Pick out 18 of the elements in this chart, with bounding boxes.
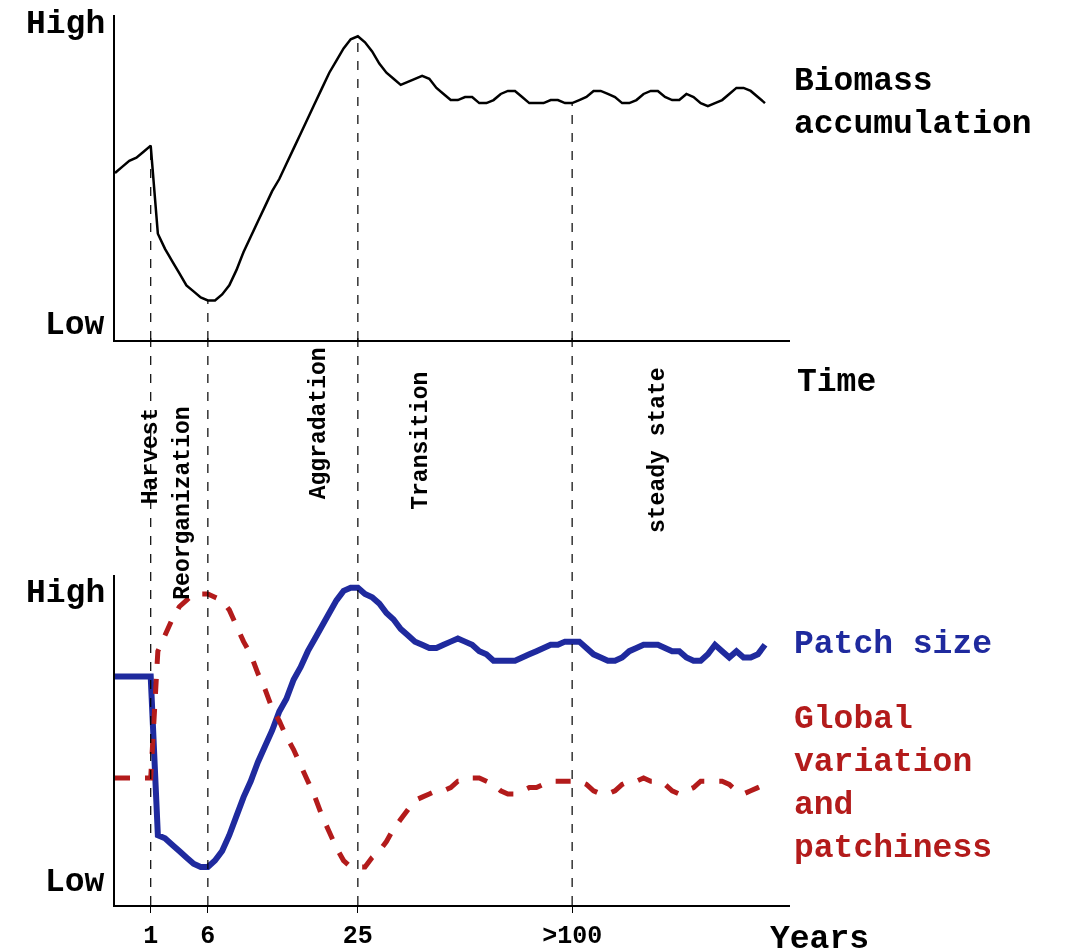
text: High — [26, 575, 106, 612]
text: Low — [45, 307, 105, 344]
text: Harvest — [138, 407, 165, 505]
x-axis-title: Time — [797, 364, 877, 401]
series-label: Biomass accumulation — [794, 63, 1032, 143]
x-tick-label: 25 — [342, 922, 373, 951]
text: Aggradation — [306, 347, 333, 500]
text: Transition — [407, 371, 434, 510]
x-tick-label: >100 — [542, 922, 603, 951]
series-label: Patch size — [794, 626, 993, 663]
text: steady state — [644, 367, 671, 533]
annotation: Reorganization — [169, 406, 196, 600]
x-tick-label: 6 — [200, 922, 216, 951]
x-tick-label: 1 — [143, 922, 159, 951]
series-label: Global variation and patchiness — [794, 701, 993, 867]
x-axis-title: Years — [770, 921, 870, 951]
text: High — [26, 6, 106, 43]
text: Low — [45, 864, 105, 901]
